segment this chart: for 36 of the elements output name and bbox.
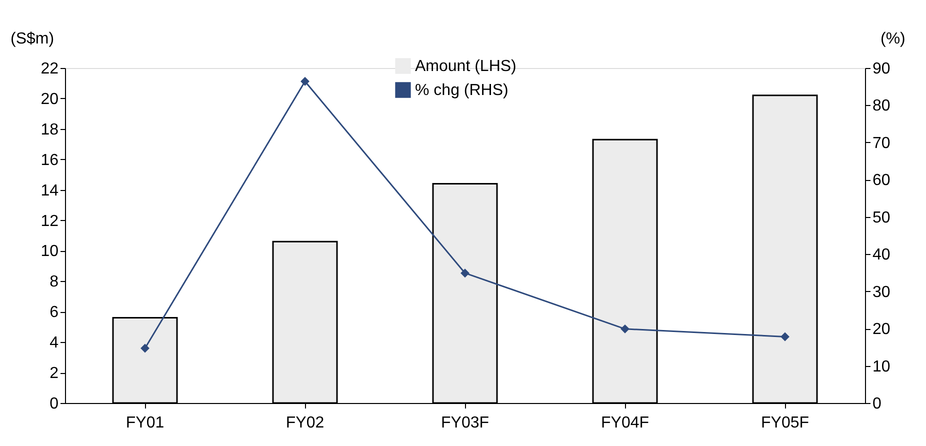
legend-label: % chg (RHS) <box>415 82 508 99</box>
point <box>620 324 630 334</box>
legend-label: Amount (LHS) <box>415 58 516 75</box>
y-tick-label: 2 <box>50 365 59 382</box>
y2-tick-label: 30 <box>872 284 890 301</box>
y2-tick-label: 50 <box>872 209 890 226</box>
y-tick-label: 8 <box>50 274 59 291</box>
y-tick-label: 20 <box>40 90 59 108</box>
y2-tick-label: 60 <box>872 172 890 190</box>
y-tick-label: 16 <box>40 152 59 169</box>
y-tick-label: 12 <box>40 212 59 230</box>
point <box>300 76 310 86</box>
point <box>140 344 150 353</box>
y2-tick-label: 0 <box>872 396 882 412</box>
y2-tick-label: 10 <box>872 358 890 376</box>
x-tick-label: FY02 <box>286 414 324 432</box>
y2-tick-label: 80 <box>872 98 890 115</box>
x-tick-label: FY05F <box>760 414 810 432</box>
y-tick-label: 22 <box>40 60 59 78</box>
y2-tick-label: 40 <box>872 246 890 264</box>
y2-tick-label: 90 <box>872 60 890 78</box>
y-tick-label: 6 <box>50 304 59 322</box>
y2-axis-title: (%) <box>880 30 906 48</box>
y-tick-label: 0 <box>50 396 59 412</box>
y-tick-label: 18 <box>40 121 59 138</box>
y2-tick-label: 20 <box>872 321 890 338</box>
y2-tick-label: 70 <box>872 134 890 152</box>
y-axis-title: (S$m) <box>10 30 54 48</box>
y-tick-label: 14 <box>40 182 59 200</box>
point <box>460 268 470 278</box>
y-tick-label: 4 <box>50 334 59 352</box>
x-tick-label: FY01 <box>126 414 164 432</box>
x-tick-label: FY04F <box>600 414 650 432</box>
y-tick-label: 10 <box>40 243 59 260</box>
x-tick-label: FY03F <box>440 414 490 432</box>
point <box>780 332 790 342</box>
